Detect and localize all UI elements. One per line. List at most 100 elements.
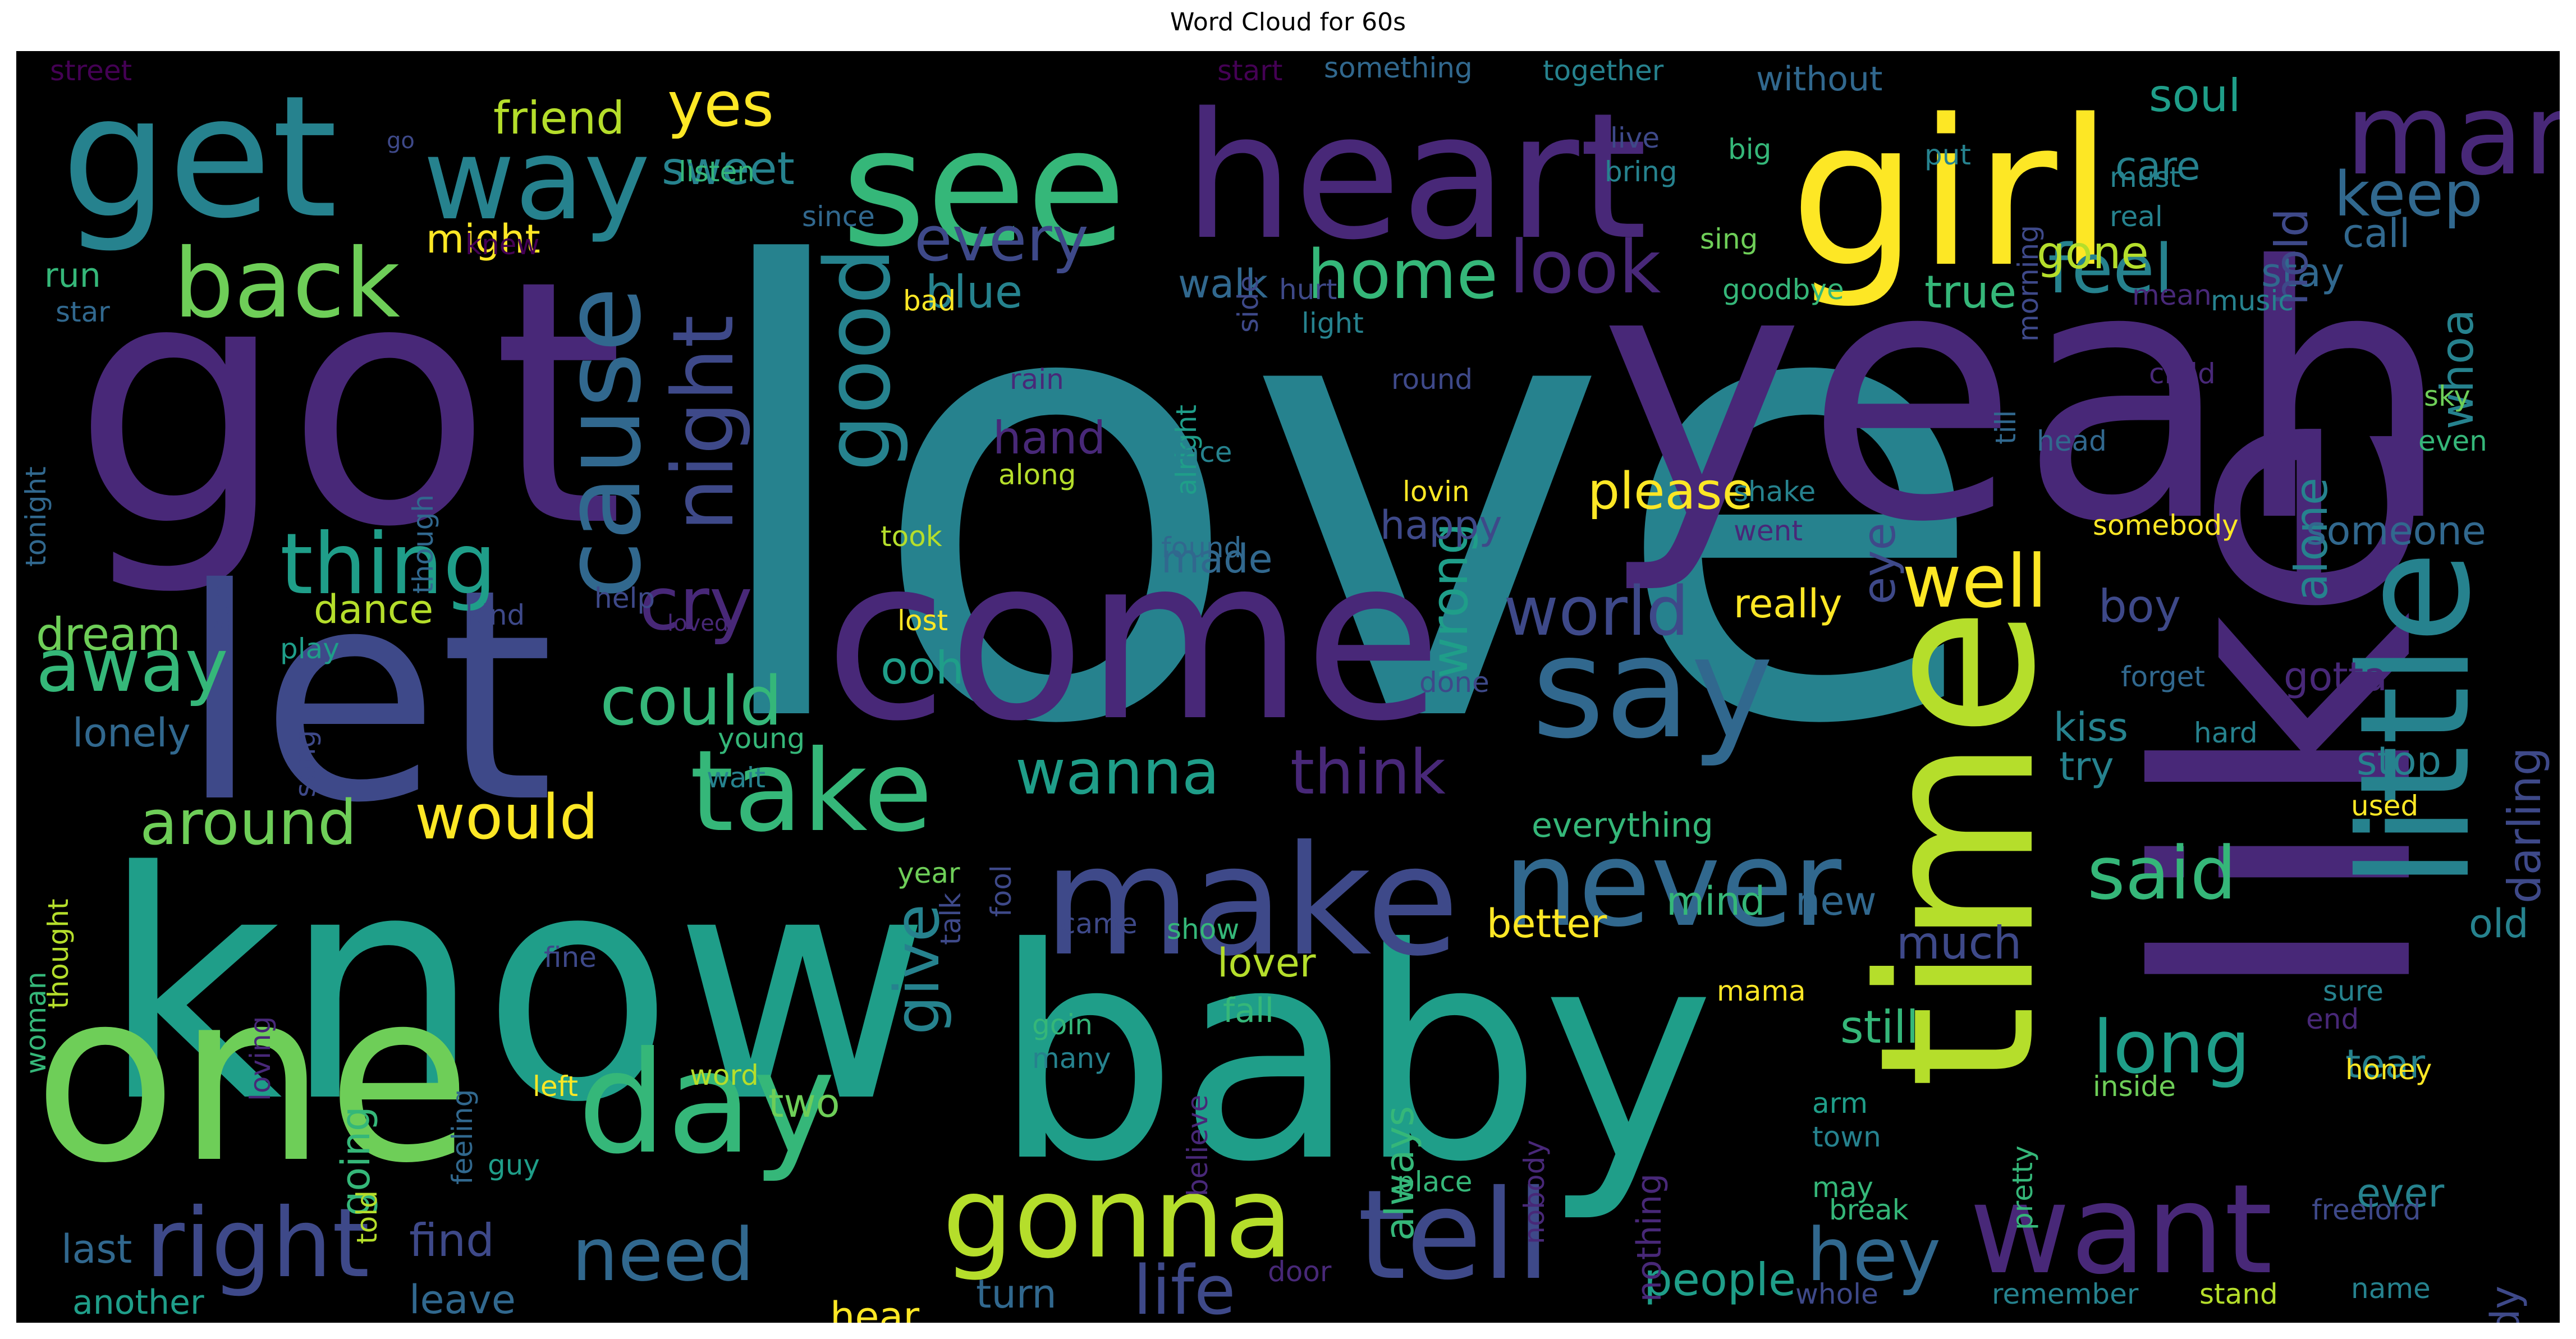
word-rain: rain: [1010, 363, 1064, 396]
word-believe: believe: [1181, 1094, 1214, 1196]
word-love: love: [695, 141, 1990, 859]
word-long: long: [2093, 1005, 2250, 1090]
word-little: little: [2327, 551, 2504, 889]
word-every: every: [914, 203, 1089, 275]
word-happy: happy: [1380, 502, 1502, 548]
word-old: old: [2469, 901, 2529, 947]
word-young: young: [718, 722, 805, 755]
word-done: done: [1419, 666, 1489, 699]
word-inside: inside: [2093, 1070, 2176, 1103]
word-guy: guy: [488, 1149, 540, 1181]
word-kiss: kiss: [2054, 704, 2128, 750]
word-baby: baby: [993, 886, 1715, 1226]
word-sun: sun: [205, 584, 237, 634]
word-last: last: [61, 1226, 132, 1272]
word-two: two: [768, 1080, 840, 1126]
word-kind: kind: [465, 599, 525, 631]
word-better: better: [1487, 901, 1607, 947]
word-mean: mean: [2132, 279, 2212, 311]
word-put: put: [1924, 139, 1972, 171]
word-sweet: sweet: [662, 143, 795, 195]
word-wanna: wanna: [1015, 736, 1220, 808]
word-dream: dream: [36, 608, 181, 661]
word-got: got: [72, 208, 625, 600]
word-run: run: [44, 256, 101, 295]
word-get: get: [61, 59, 338, 255]
word-well: well: [1902, 539, 2047, 624]
word-lonely: lonely: [72, 710, 191, 756]
word-hurt: hurt: [1279, 273, 1337, 306]
word-wait: wait: [707, 762, 766, 794]
word-hey: hey: [1807, 1212, 1941, 1297]
word-said: said: [2087, 831, 2237, 916]
word-since: since: [802, 200, 875, 233]
word-night: night: [655, 315, 753, 531]
word-need: need: [572, 1212, 754, 1297]
word-till: till: [1990, 410, 2022, 444]
word-used: used: [2351, 790, 2419, 822]
word-nothing: nothing: [1630, 1173, 1669, 1302]
word-loved: loved: [667, 611, 729, 636]
word-child: child: [2149, 357, 2216, 390]
word-found: found: [1161, 531, 1242, 564]
word-along: along: [998, 458, 1076, 491]
word-cry: cry: [639, 561, 753, 646]
word-something: something: [1324, 52, 1473, 84]
word-leave: leave: [409, 1277, 516, 1323]
word-mama: mama: [1717, 975, 1806, 1007]
word-year: year: [897, 857, 960, 889]
word-pretty: pretty: [2006, 1145, 2039, 1230]
word-mind: mind: [1666, 878, 1766, 924]
word-whole: whole: [1795, 1278, 1878, 1310]
word-left: left: [533, 1070, 578, 1103]
word-still: still: [1840, 1001, 1919, 1053]
word-stand: stand: [2199, 1278, 2278, 1310]
word-gonna: gonna: [942, 1153, 1294, 1283]
word-play: play: [280, 632, 340, 665]
word-light: light: [1301, 307, 1364, 340]
word-man: man: [2345, 70, 2560, 200]
chart-title: Word Cloud for 60s: [1170, 8, 1406, 36]
word-round: round: [1391, 363, 1473, 396]
word-yeah: yeah: [1599, 194, 2453, 598]
word-goodbye: goodbye: [1722, 273, 1844, 306]
word-girl: girl: [1790, 76, 2114, 311]
word-right: right: [145, 1188, 370, 1299]
word-door: door: [1268, 1255, 1332, 1288]
word-came: came: [1060, 907, 1138, 940]
word-gone: gone: [2037, 227, 2149, 279]
word-word: word: [690, 1059, 759, 1092]
word-stop: stop: [2357, 738, 2442, 784]
word-remember: remember: [1992, 1278, 2139, 1310]
word-want: want: [1969, 1158, 2273, 1301]
word-big: big: [1728, 133, 1772, 166]
word-head: head: [2037, 425, 2107, 457]
word-life: life: [1133, 1252, 1236, 1323]
word-even: even: [2418, 425, 2487, 457]
word-gotta: gotta: [2284, 654, 2388, 700]
word-town: town: [1812, 1121, 1881, 1153]
word-way: way: [423, 114, 650, 245]
word-call: call: [2343, 210, 2410, 256]
word-true: true: [1924, 266, 2017, 318]
word-live: live: [1610, 122, 1660, 154]
word-together: together: [1543, 54, 1664, 87]
word-lover: lover: [1217, 940, 1316, 986]
word-listen: listen: [679, 155, 755, 188]
word-freelord: freelord: [2312, 1194, 2421, 1226]
word-loving: loving: [244, 1016, 277, 1101]
word-sky: sky: [2424, 380, 2470, 412]
word-see: see: [841, 94, 1126, 283]
word-day: day: [577, 1021, 836, 1185]
word-go: go: [387, 128, 415, 154]
word-heart: heart: [1184, 76, 1648, 278]
word-sure: sure: [2323, 975, 2384, 1007]
word-star: star: [56, 296, 110, 328]
word-music: music: [2211, 285, 2294, 317]
word-world: world: [1504, 573, 1689, 651]
word-would: would: [415, 781, 599, 853]
word-think: think: [1290, 736, 1446, 808]
word-stay: stay: [2261, 250, 2345, 296]
word-fall: fall: [1223, 991, 1275, 1030]
word-real: real: [2110, 200, 2163, 233]
